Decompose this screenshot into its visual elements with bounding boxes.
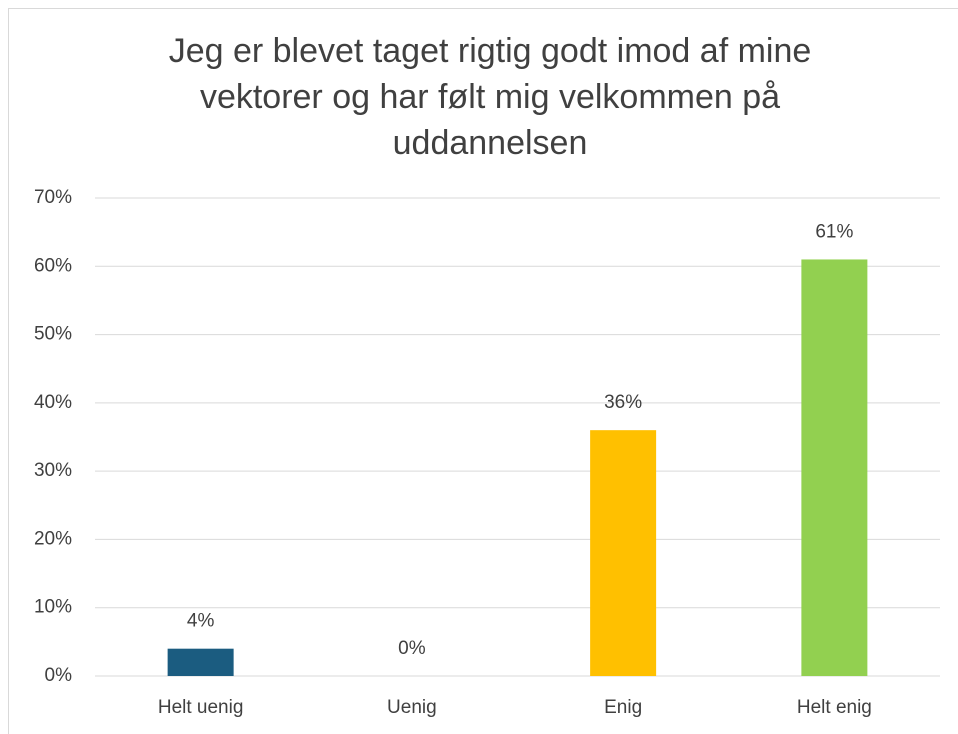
y-tick-label: 10% (34, 597, 72, 618)
y-tick-label: 0% (45, 665, 73, 686)
y-tick-label: 50% (34, 324, 72, 345)
x-tick-label: Helt enig (797, 697, 872, 718)
x-tick-label: Helt uenig (158, 697, 244, 718)
bar (590, 430, 657, 676)
bar (801, 259, 868, 676)
data-label: 61% (815, 221, 853, 242)
chart-border (8, 8, 958, 734)
y-tick-label: 20% (34, 528, 72, 549)
data-label: 36% (604, 392, 642, 413)
y-tick-label: 40% (34, 392, 72, 413)
data-label: 4% (187, 611, 215, 632)
y-tick-label: 30% (34, 460, 72, 481)
x-tick-label: Enig (604, 697, 642, 718)
y-tick-label: 60% (34, 255, 72, 276)
bar (167, 648, 234, 676)
data-label: 0% (398, 638, 426, 659)
y-tick-label: 70% (34, 187, 72, 208)
chart-title: Jeg er blevet taget rigtig godt imod af … (168, 32, 812, 162)
x-tick-label: Uenig (387, 697, 437, 718)
